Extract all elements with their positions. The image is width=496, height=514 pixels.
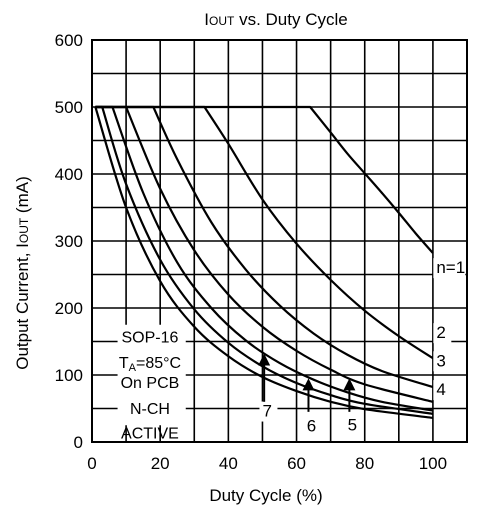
annotation-line: N-CH	[130, 401, 170, 418]
x-tick-labels: 0 20 40 60 80 100	[87, 454, 447, 473]
annotation-line: On PCB	[121, 375, 180, 392]
series-label-backdrop	[303, 416, 322, 437]
arrow-head	[302, 378, 315, 391]
annotation-ta-main: T	[119, 355, 129, 372]
series-label-backdrop	[433, 323, 452, 344]
plot-frame	[91, 39, 468, 443]
series-label: n=1	[436, 258, 465, 277]
series-label: 6	[307, 416, 316, 435]
series-line-3	[95, 105, 434, 389]
series-label-backdrop	[344, 415, 363, 436]
x-tick-label: 40	[219, 454, 238, 473]
annotation-line: ACTIVE	[121, 425, 179, 442]
data-curves	[94, 105, 434, 419]
annotation-line: SOP-16	[121, 330, 178, 347]
arrow-head	[258, 353, 271, 366]
y-tick-label: 0	[74, 433, 83, 452]
series-line-6	[95, 105, 434, 415]
series-line-n1	[95, 105, 434, 254]
title-sub: OUT	[209, 14, 235, 28]
x-axis-label: Duty Cycle (%)	[209, 486, 322, 505]
series-line-4	[95, 105, 434, 403]
title-main: I	[204, 10, 209, 29]
y-tick-label: 300	[55, 232, 83, 251]
x-tick-label: 100	[419, 454, 447, 473]
series-label-backdrop	[433, 380, 452, 401]
x-tick-label: 80	[355, 454, 374, 473]
series-arrows	[258, 353, 356, 412]
ylabel-main: Output Current, I	[13, 243, 32, 370]
series-label: 3	[436, 351, 445, 370]
series-line-5	[95, 105, 434, 412]
y-tick-labels: 0 100 200 300 400 500 600	[55, 31, 83, 452]
title-rest: vs. Duty Cycle	[234, 10, 347, 29]
series-label: 7	[262, 402, 271, 421]
y-tick-label: 400	[55, 165, 83, 184]
series-label-backdrop	[433, 351, 452, 372]
x-tick-label: 20	[151, 454, 170, 473]
x-tick-label: 0	[87, 454, 96, 473]
series-label-backdrop	[433, 258, 466, 279]
annotation-line: TA=85°C	[119, 355, 181, 374]
x-tick-label: 60	[287, 454, 306, 473]
series-label: 2	[436, 323, 445, 342]
annotation-ta-rest: =85°C	[136, 355, 181, 372]
ylabel-rest: (mA)	[13, 176, 32, 218]
series-line-7	[94, 106, 434, 419]
series-label: 4	[436, 380, 445, 399]
ylabel-sub: OUT	[17, 217, 31, 243]
y-tick-label: 600	[55, 31, 83, 50]
series-line-2	[95, 105, 434, 360]
series-label-backdrop	[259, 401, 278, 422]
annotation-backdrop	[117, 324, 186, 426]
series-label: 5	[348, 416, 357, 435]
arrow-head	[343, 378, 356, 391]
y-tick-label: 200	[55, 299, 83, 318]
y-axis-label: Output Current, IOUT (mA)	[13, 176, 32, 370]
y-tick-label: 500	[55, 98, 83, 117]
y-tick-label: 100	[55, 366, 83, 385]
series-labels: n=1 2 3 4 5 6 7	[259, 258, 466, 437]
annotation-ta-sub: A	[129, 362, 137, 374]
chart-title: IOUT vs. Duty Cycle	[204, 10, 347, 29]
